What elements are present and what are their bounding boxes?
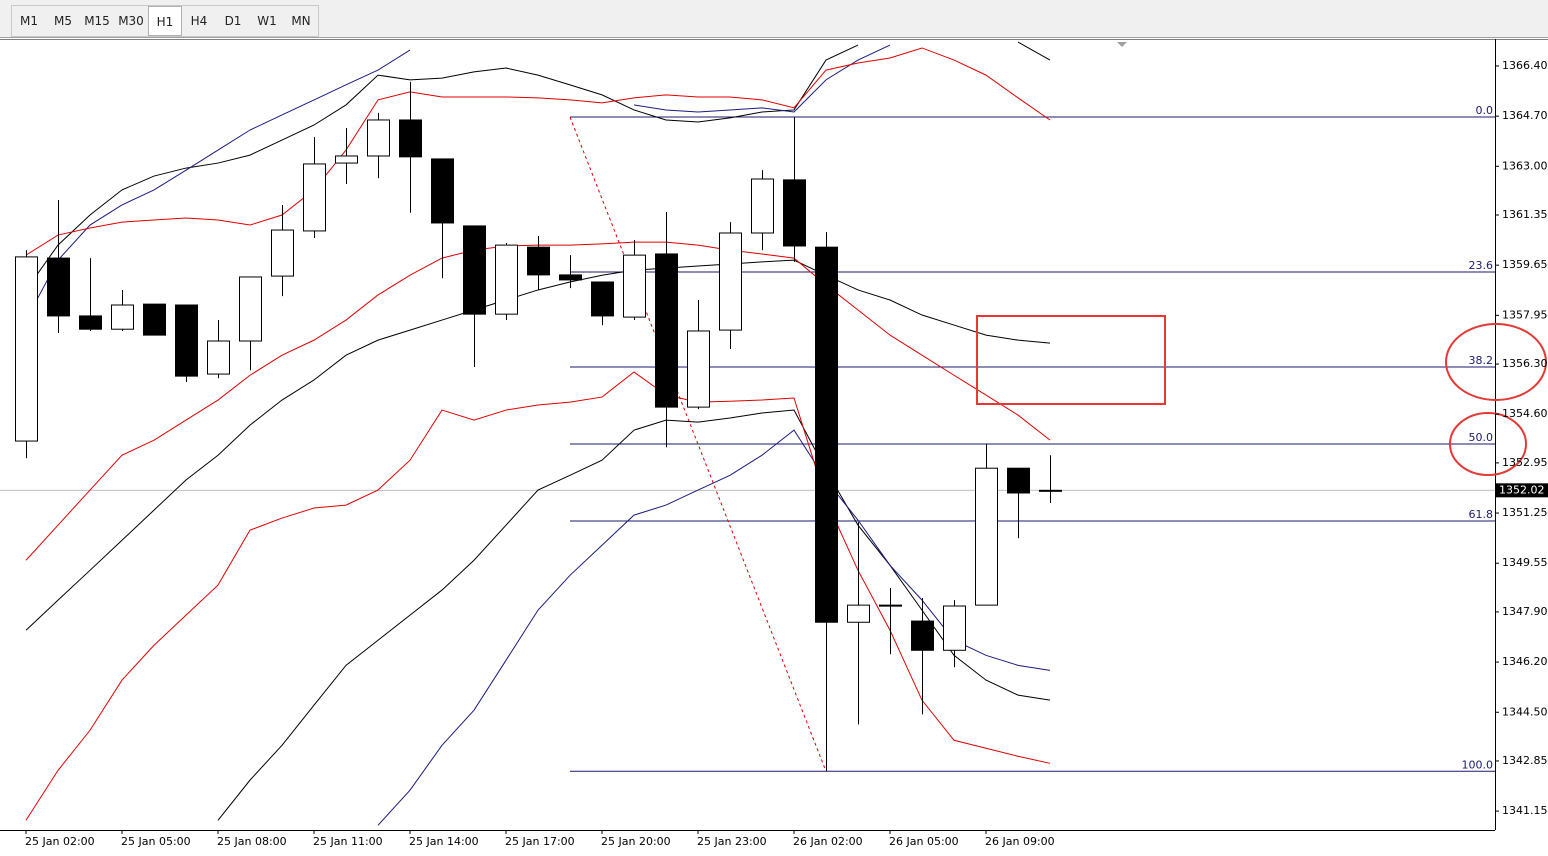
candle-body (1007, 467, 1030, 494)
candle-body (879, 604, 902, 607)
x-tick-label: 25 Jan 17:00 (505, 835, 575, 848)
y-tick-label: 1364.70 (1502, 109, 1548, 122)
candle-body (783, 179, 806, 247)
candle-body (111, 304, 134, 330)
candle-body (431, 158, 454, 224)
indicator-line (377, 429, 1051, 826)
candle-body (47, 257, 70, 317)
highlight-circle (1449, 412, 1527, 476)
timeframe-button[interactable]: M15 (84, 14, 110, 28)
x-tick-label: 25 Jan 02:00 (25, 835, 95, 848)
candle-body (1039, 489, 1062, 492)
plot-area (0, 41, 1495, 826)
candle-body (79, 315, 102, 330)
y-tick-label: 1342.85 (1502, 754, 1548, 767)
y-tick-label: 1351.25 (1502, 506, 1548, 519)
candle-body (207, 340, 230, 375)
candle-body (943, 605, 966, 651)
candle-body (175, 304, 198, 377)
candle-body (303, 163, 326, 232)
y-tick-label: 1349.55 (1502, 556, 1548, 569)
current-price-label: 1352.02 (1499, 483, 1545, 496)
candle-body (623, 254, 646, 318)
indicator-line (217, 409, 1051, 821)
fib-label: 23.6 (1469, 259, 1494, 272)
x-tick-label: 26 Jan 02:00 (793, 835, 863, 848)
highlight-circle (1445, 323, 1547, 401)
x-tick-label: 25 Jan 05:00 (121, 835, 191, 848)
fib-label: 38.2 (1469, 354, 1494, 367)
indicator-line (25, 44, 891, 321)
candle-body (271, 229, 294, 277)
candle-body (911, 620, 934, 651)
timeframe-button[interactable]: H4 (190, 14, 208, 28)
y-tick-label: 1354.60 (1502, 407, 1548, 420)
y-tick-label: 1346.20 (1502, 655, 1548, 668)
candle-body (495, 244, 518, 315)
candle-body (751, 178, 774, 234)
x-tick-label: 25 Jan 23:00 (697, 835, 767, 848)
fib-label: 50.0 (1469, 431, 1494, 444)
x-tick-label: 26 Jan 05:00 (889, 835, 959, 848)
candle-body (847, 604, 870, 623)
timeframe-toolbar: M1 M5 M15 M30 H1 H4 D1 W1 MN (0, 0, 1548, 38)
y-tick-label: 1352.95 (1502, 456, 1548, 469)
y-tick-label: 1341.15 (1502, 804, 1548, 817)
fib-label: 100.0 (1462, 758, 1494, 771)
candle-body (527, 246, 550, 276)
candle-body (591, 281, 614, 317)
timeframe-button[interactable]: M30 (118, 14, 144, 28)
candle-body (687, 330, 710, 408)
candle-body (367, 119, 390, 157)
candle-body (719, 232, 742, 331)
fib-label: 0.0 (1476, 104, 1494, 117)
timeframe-button[interactable]: M5 (54, 14, 72, 28)
candle-body (399, 119, 422, 158)
x-tick-label: 26 Jan 09:00 (985, 835, 1055, 848)
y-tick-label: 1357.95 (1502, 308, 1548, 321)
x-tick-label: 25 Jan 14:00 (409, 835, 479, 848)
highlight-box (976, 315, 1166, 405)
timeframe-group: M1 M5 M15 M30 H1 H4 D1 W1 MN (11, 5, 319, 37)
current-price-box (1496, 483, 1548, 498)
x-tick-label: 25 Jan 20:00 (601, 835, 671, 848)
candle-body (15, 256, 38, 442)
timeframe-button[interactable]: M1 (20, 14, 38, 28)
candle-body (463, 225, 486, 315)
y-tick-label: 1356.30 (1502, 357, 1548, 370)
y-tick-label: 1347.90 (1502, 605, 1548, 618)
fib-label: 61.8 (1469, 508, 1494, 521)
shift-marker (1117, 42, 1127, 47)
candle-body (559, 274, 582, 281)
indicator-line (25, 371, 1051, 821)
candle-body (655, 253, 678, 408)
timeframe-button[interactable]: D1 (224, 14, 242, 28)
indicator-line (25, 41, 1051, 291)
candle-body (143, 303, 166, 336)
timeframe-button[interactable]: MN (291, 14, 311, 28)
y-tick-label: 1363.00 (1502, 159, 1548, 172)
candle-body (239, 276, 262, 342)
candle-body (335, 155, 358, 164)
y-tick-label: 1361.35 (1502, 208, 1548, 221)
timeframe-button[interactable]: W1 (257, 14, 277, 28)
indicator-line (25, 47, 1051, 256)
y-tick-label: 1344.50 (1502, 705, 1548, 718)
candle-body (975, 467, 998, 606)
x-tick-label: 25 Jan 08:00 (217, 835, 287, 848)
timeframe-button[interactable]: H1 (148, 6, 182, 36)
x-tick-label: 25 Jan 11:00 (313, 835, 383, 848)
candle-body (815, 246, 838, 623)
y-tick-label: 1366.40 (1502, 59, 1548, 72)
y-tick-label: 1359.65 (1502, 258, 1548, 271)
